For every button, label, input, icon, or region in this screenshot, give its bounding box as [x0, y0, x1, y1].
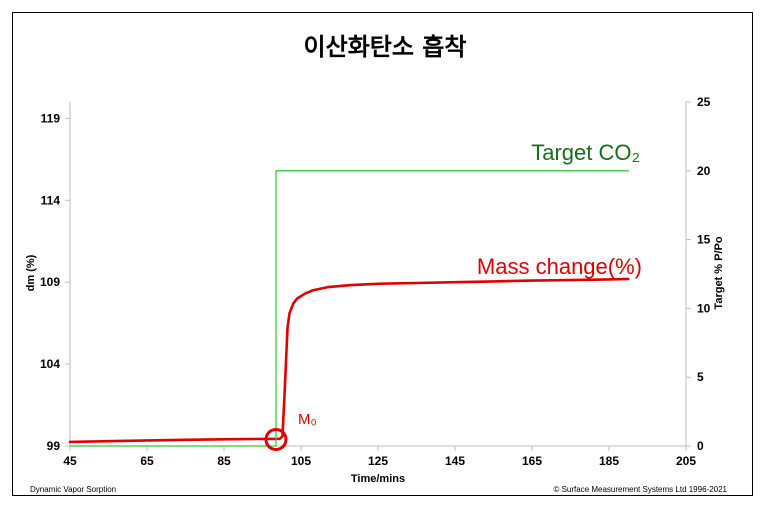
- x-axis-label: Time/mins: [351, 473, 405, 485]
- series-layer: [68, 170, 630, 447]
- target-co2-annotation: Target CO₂: [531, 140, 640, 165]
- y-axis-label: dm (%): [25, 254, 37, 291]
- x-tick-label: 105: [291, 454, 311, 468]
- m0-annotation: M₀: [298, 411, 317, 428]
- y2-tick-label: 20: [697, 164, 711, 178]
- m0-marker: [264, 427, 288, 451]
- y2-tick-label: 15: [697, 233, 711, 247]
- chart-frame: [12, 12, 753, 496]
- y-tick-label: 109: [40, 275, 60, 289]
- target-co2-line: [69, 170, 629, 447]
- x-tick-label: 165: [522, 454, 542, 468]
- footer-left: Dynamic Vapor Sorption: [30, 485, 116, 494]
- x-tick-label: 85: [217, 454, 231, 468]
- mass-change-annotation: Mass change(%): [477, 254, 642, 279]
- x-tick-label: 145: [445, 454, 465, 468]
- x-tick-label: 205: [676, 454, 696, 468]
- mass-change-line: [68, 277, 630, 444]
- x-tick-label: 185: [599, 454, 619, 468]
- y-tick-label: 114: [41, 193, 61, 207]
- y-tick-label: 99: [47, 439, 61, 453]
- y-tick-label: 119: [41, 111, 61, 125]
- x-tick-label: 125: [368, 454, 388, 468]
- y-tick-label: 104: [40, 357, 60, 371]
- y2-tick-label: 10: [697, 301, 711, 315]
- y2-axis-label: Target % P/Po: [713, 236, 725, 309]
- x-tick-label: 65: [140, 454, 154, 468]
- y2-tick-label: 5: [697, 370, 704, 384]
- y2-tick-label: 0: [697, 439, 704, 453]
- x-tick-label: 45: [63, 454, 77, 468]
- tick-labels: 45 65 85 105 125 145 165 185 205 99 104 109 114 119 0 5…: [40, 95, 711, 468]
- footer-right: © Surface Measurement Systems Ltd 1996-2…: [553, 485, 727, 494]
- chart-title: 이산화탄소 흡착: [304, 33, 467, 61]
- y2-tick-label: 25: [697, 95, 711, 109]
